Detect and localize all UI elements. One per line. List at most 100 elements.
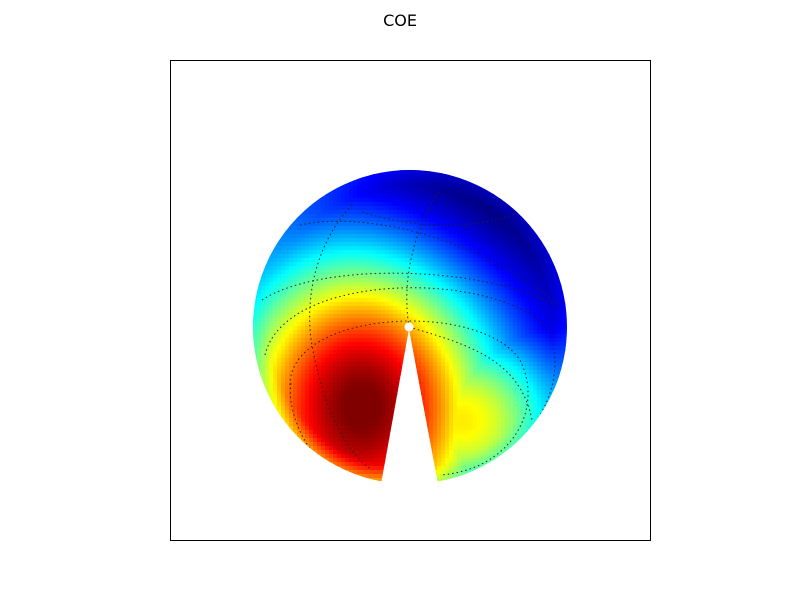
heatmap-cell — [341, 202, 346, 207]
heatmap-cell — [333, 310, 338, 315]
heatmap-cell — [513, 318, 518, 323]
heatmap-cell — [553, 290, 558, 295]
heatmap-cell — [417, 378, 422, 383]
heatmap-cell — [377, 294, 382, 299]
heatmap-cell — [273, 314, 278, 319]
heatmap-cell — [317, 362, 322, 367]
heatmap-cell — [545, 310, 550, 315]
heatmap-cell — [349, 426, 354, 431]
heatmap-cell — [469, 350, 474, 355]
heatmap-cell — [309, 366, 314, 371]
heatmap-cell — [561, 338, 566, 343]
heatmap-cell — [389, 366, 394, 371]
heatmap-cell — [297, 422, 302, 427]
heatmap-cell — [293, 394, 298, 399]
heatmap-cell — [377, 310, 382, 315]
heatmap-cell — [401, 294, 406, 299]
heatmap-cell — [413, 338, 418, 343]
heatmap-cell — [345, 262, 350, 267]
heatmap-cell — [557, 314, 562, 319]
heatmap-cell — [457, 446, 462, 451]
heatmap-cell — [377, 374, 382, 379]
heatmap-cell — [513, 238, 518, 243]
heatmap-cell — [269, 318, 274, 323]
heatmap-cell — [469, 294, 474, 299]
heatmap-cell — [525, 222, 530, 227]
heatmap-cell — [485, 374, 490, 379]
heatmap-cell — [521, 270, 526, 275]
heatmap-cell — [449, 414, 454, 419]
heatmap-cell — [369, 342, 374, 347]
heatmap-cell — [485, 386, 490, 391]
heatmap-cell — [497, 214, 502, 219]
heatmap-cell — [353, 334, 358, 339]
heatmap-cell — [289, 286, 294, 291]
heatmap-cell — [393, 294, 398, 299]
heatmap-cell — [277, 354, 282, 359]
heatmap-cell — [313, 418, 318, 423]
heatmap-cell — [277, 382, 282, 387]
heatmap-cell — [369, 454, 374, 459]
heatmap-cell — [449, 370, 454, 375]
heatmap-cell — [389, 370, 394, 375]
heatmap-cell — [277, 402, 282, 407]
heatmap-cell — [365, 370, 370, 375]
heatmap-cell — [437, 390, 442, 395]
heatmap-cell — [441, 302, 446, 307]
heatmap-cell — [337, 362, 342, 367]
heatmap-cell — [305, 382, 310, 387]
heatmap-cell — [325, 350, 330, 355]
heatmap-cell — [493, 326, 498, 331]
heatmap-cell — [453, 206, 458, 211]
heatmap-cell — [357, 310, 362, 315]
heatmap-cell — [417, 358, 422, 363]
heatmap-cell — [453, 422, 458, 427]
heatmap-cell — [417, 194, 422, 199]
heatmap-cell — [389, 362, 394, 367]
heatmap-cell — [429, 190, 434, 195]
heatmap-cell — [285, 294, 290, 299]
heatmap-cell — [469, 210, 474, 215]
heatmap-cell — [297, 290, 302, 295]
heatmap-cell — [361, 374, 366, 379]
heatmap-cell — [437, 310, 442, 315]
heatmap-cell — [437, 230, 442, 235]
heatmap-cell — [313, 222, 318, 227]
heatmap-cell — [549, 270, 554, 275]
heatmap-cell — [393, 378, 398, 383]
heatmap-cell — [485, 282, 490, 287]
heatmap-cell — [257, 322, 262, 327]
heatmap-cell — [305, 362, 310, 367]
heatmap-cell — [325, 382, 330, 387]
heatmap-cell — [341, 322, 346, 327]
heatmap-cell — [341, 426, 346, 431]
heatmap-cell — [401, 186, 406, 191]
heatmap-cell — [457, 234, 462, 239]
heatmap-cell — [417, 270, 422, 275]
heatmap-cell — [349, 326, 354, 331]
heatmap-cell — [317, 202, 322, 207]
heatmap-cell — [277, 286, 282, 291]
heatmap-cell — [317, 306, 322, 311]
heatmap-cell — [433, 210, 438, 215]
heatmap-cell — [317, 230, 322, 235]
heatmap-cell — [473, 266, 478, 271]
heatmap-cell — [281, 266, 286, 271]
heatmap-cell — [437, 338, 442, 343]
heatmap-cell — [289, 366, 294, 371]
heatmap-cell — [281, 378, 286, 383]
heatmap-cell — [389, 222, 394, 227]
heatmap-cell — [437, 306, 442, 311]
heatmap-cell — [553, 366, 558, 371]
heatmap-cell — [285, 362, 290, 367]
heatmap-cell — [493, 250, 498, 255]
heatmap-cell — [481, 418, 486, 423]
heatmap-cell — [493, 262, 498, 267]
heatmap-cell — [465, 262, 470, 267]
heatmap-cell — [509, 242, 514, 247]
heatmap-cell — [273, 274, 278, 279]
heatmap-cell — [385, 406, 390, 411]
heatmap-cell — [421, 214, 426, 219]
heatmap-cell — [353, 250, 358, 255]
heatmap-cell — [469, 398, 474, 403]
